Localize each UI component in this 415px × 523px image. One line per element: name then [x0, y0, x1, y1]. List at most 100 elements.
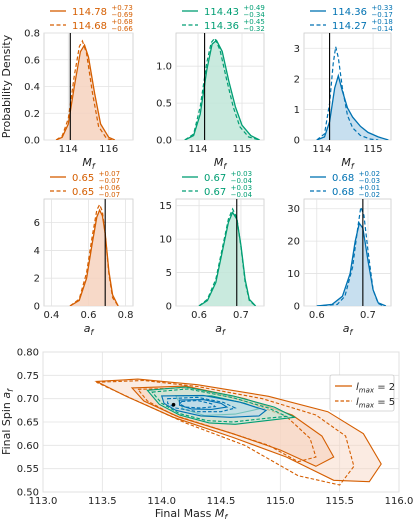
legend-lower-error: −0.07 — [99, 177, 120, 185]
x-tick-label: 114 — [59, 144, 78, 155]
y-tick-label: 0.8 — [24, 29, 40, 40]
x-tick-label: 0.4 — [43, 310, 59, 321]
y-tick-label: 0.70 — [17, 394, 39, 405]
legend-value: 0.67 — [204, 187, 226, 198]
x-axis-label: Mf — [341, 156, 355, 171]
posterior-fill-lmax2 — [69, 210, 119, 306]
curves — [55, 33, 116, 140]
panel-joint: 113.0 113.5 114.0 114.5 115.0 115.5 116.0 0.50 0… — [0, 348, 414, 522]
curves — [316, 33, 389, 140]
curves — [69, 199, 119, 306]
y-tick-label: 0.60 — [17, 441, 39, 452]
x-tick-label: 0.6 — [309, 310, 325, 321]
y-tick-label: 1 — [294, 105, 300, 116]
x-axis-label: af — [84, 322, 95, 337]
x-tick-label: 114 — [188, 144, 207, 155]
y-tick-label: 0 — [34, 302, 40, 313]
contour-blue-dashed — [178, 399, 217, 409]
legend-lower-error: −0.69 — [111, 11, 132, 19]
x-tick-label: 114.0 — [147, 496, 176, 507]
y-tick-label: 30 — [287, 204, 300, 215]
x-tick-label: 116 — [99, 144, 118, 155]
legend-value: 114.36 — [332, 7, 367, 18]
x-tick-label: 115.0 — [266, 496, 295, 507]
contours — [94, 378, 382, 486]
x-tick-label: 0.8 — [118, 310, 134, 321]
legend-lower-error: −0.03 — [359, 177, 380, 185]
legend-lower-error: −0.32 — [243, 25, 264, 33]
contour-orange-dashed — [96, 379, 355, 486]
x-axis-label: af — [343, 322, 354, 337]
x-tick-label: 115 — [364, 144, 383, 155]
y-tick-label: 0.80 — [17, 348, 39, 359]
contour-green-dashed — [151, 388, 289, 423]
legend-upper-error: +0.03 — [231, 170, 252, 178]
y-tick-label: 0.50 — [17, 488, 39, 499]
posterior-fill-lmax2 — [316, 223, 386, 306]
legend-lower-error: −0.66 — [111, 25, 133, 33]
legend-value: 114.68 — [72, 21, 107, 32]
legend-lower-error: −0.04 — [231, 177, 253, 185]
y-tick-label: 0.5 — [156, 99, 172, 110]
legend-value: 114.27 — [332, 21, 367, 32]
legend-value: 114.78 — [72, 7, 107, 18]
y-tick-label: 15 — [159, 201, 172, 212]
y-tick-label: 0.6 — [24, 55, 40, 66]
curves — [198, 199, 257, 306]
x-tick-label: 0.6 — [191, 310, 207, 321]
legend: lmax = 2 lmax = 5 — [329, 374, 395, 412]
x-tick-label: 114.5 — [207, 496, 236, 507]
legend-value: 0.67 — [204, 173, 226, 184]
posterior-fill-lmax2 — [184, 40, 260, 140]
posterior-curve-lmax5 — [316, 46, 379, 140]
y-tick-label: 10 — [287, 269, 300, 280]
y-tick-label: 10 — [159, 235, 172, 246]
y-axis-label: Final Spin af — [0, 388, 15, 455]
posterior-curve-lmax5 — [69, 203, 119, 306]
legend-upper-error: +0.03 — [231, 184, 252, 192]
legend-lower-error: −0.02 — [359, 191, 380, 199]
x-tick-label: 116.0 — [385, 496, 414, 507]
posterior-curve-lmax5 — [316, 204, 384, 306]
x-axis-label: Mf — [82, 156, 96, 171]
x-tick-label: 0.7 — [360, 310, 376, 321]
posterior-curve-lmax5 — [55, 39, 113, 140]
legend-box — [329, 374, 395, 412]
y-tick-label: 0.4 — [24, 82, 40, 93]
posterior-curve-lmax2 — [184, 39, 260, 140]
y-tick-label: 6 — [34, 218, 40, 229]
posterior-curve-lmax2 — [55, 43, 116, 140]
posterior-fill-lmax2 — [199, 212, 256, 306]
curves — [316, 199, 387, 306]
y-tick-label: 0.0 — [156, 136, 172, 147]
y-tick-label: 2 — [34, 274, 40, 285]
y-tick-label: 0 — [294, 136, 300, 147]
posterior-curve-lmax5 — [184, 37, 260, 140]
x-tick-label: 0.7 — [233, 310, 249, 321]
legend-value: 114.43 — [204, 7, 239, 18]
y-tick-label: 2 — [294, 74, 300, 85]
x-axis-label: Final Mass Mf — [155, 507, 229, 519]
posterior-curve-lmax5 — [198, 207, 256, 306]
y-tick-label: 0.75 — [17, 371, 39, 382]
legend-upper-error: +0.06 — [99, 184, 121, 192]
legend-upper-error: +0.18 — [371, 18, 392, 26]
legend-upper-error: +0.02 — [359, 170, 380, 178]
y-tick-label: 0.55 — [17, 464, 39, 475]
legend-lower-error: −0.07 — [99, 191, 120, 199]
legend-lower-error: −0.14 — [371, 25, 393, 33]
y-tick-label: 4 — [34, 246, 40, 257]
true-value-point — [171, 402, 176, 407]
x-tick-label: 115.5 — [325, 496, 354, 507]
legend-upper-error: +0.73 — [111, 4, 132, 12]
legend-lower-error: −0.17 — [371, 11, 392, 19]
legend-upper-error: +0.07 — [99, 170, 120, 178]
legend-value: 0.68 — [332, 173, 354, 184]
legend-upper-error: +0.33 — [371, 4, 392, 12]
x-tick-label: 115 — [232, 144, 251, 155]
x-tick-label: 113.0 — [29, 496, 58, 507]
